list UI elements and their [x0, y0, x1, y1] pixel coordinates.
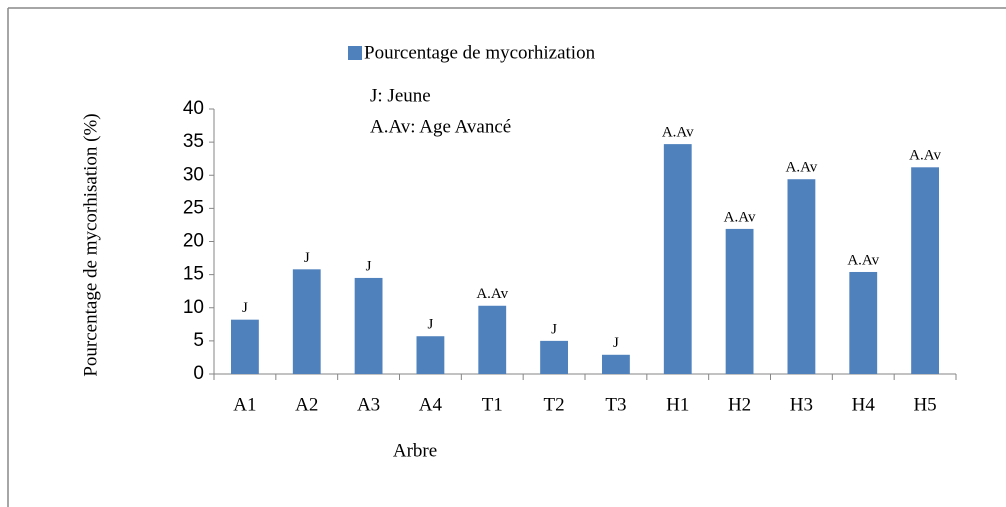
bar-label: J	[304, 250, 310, 266]
x-tick-label: H2	[728, 394, 751, 415]
bar	[602, 354, 630, 374]
x-tick-label: H4	[852, 394, 876, 415]
x-tick-label: T2	[544, 394, 565, 415]
bar-label: A.Av	[909, 148, 941, 164]
bar	[416, 336, 445, 374]
bar-label: A.Av	[786, 160, 818, 176]
bar	[478, 305, 507, 374]
y-axis-label: Pourcentage de mycorhisation (%)	[80, 113, 101, 376]
annotation: J: Jeune	[370, 85, 431, 106]
x-tick-label: A3	[357, 394, 380, 415]
bar	[540, 340, 568, 374]
bar-label: J	[613, 335, 619, 351]
y-tick-label: 40	[183, 98, 204, 119]
bar	[354, 277, 383, 374]
bar-label: J	[242, 300, 248, 316]
bar-label: A.Av	[476, 286, 508, 302]
x-axis-label: Arbre	[393, 440, 437, 461]
bar	[725, 228, 754, 374]
x-tick-label: H3	[790, 394, 813, 415]
bar-label: J	[427, 317, 433, 333]
x-tick-label: T3	[605, 394, 626, 415]
bar	[911, 167, 939, 374]
bar-label: A.Av	[847, 252, 879, 268]
x-tick-label: A4	[419, 394, 443, 415]
bar	[663, 144, 692, 374]
legend-swatch	[348, 46, 362, 60]
bar	[231, 319, 259, 374]
bar-label: J	[366, 258, 372, 274]
annotation: A.Av: Age Avancé	[370, 116, 511, 137]
y-tick-label: 30	[183, 164, 204, 185]
y-tick-label: 10	[183, 297, 204, 318]
x-tick-label: T1	[482, 394, 503, 415]
x-tick-label: H1	[666, 394, 689, 415]
bar	[292, 269, 321, 374]
bar	[849, 271, 878, 374]
x-tick-label: H5	[913, 394, 936, 415]
x-tick-label: A2	[295, 394, 318, 415]
y-tick-label: 20	[183, 231, 204, 252]
y-tick-label: 25	[183, 197, 204, 218]
y-tick-label: 5	[193, 330, 204, 351]
bar-label: A.Av	[662, 125, 694, 141]
y-tick-label: 0	[193, 363, 204, 384]
bar	[787, 179, 816, 374]
y-tick-label: 15	[183, 264, 204, 285]
y-tick-label: 35	[183, 131, 204, 152]
x-tick-label: A1	[233, 394, 256, 415]
bar-label: J	[551, 321, 557, 337]
legend-label: Pourcentage de mycorhization	[364, 42, 596, 63]
bar-label: A.Av	[724, 209, 756, 225]
